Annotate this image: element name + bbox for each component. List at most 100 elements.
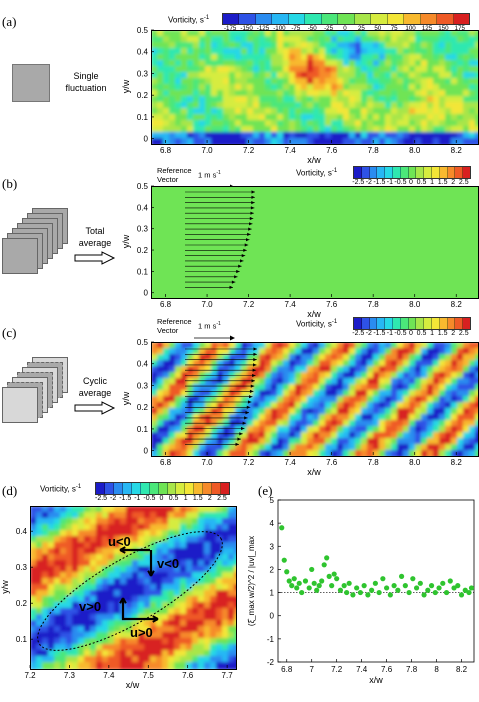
vector-head [253, 358, 257, 362]
colorbar-tick-label: 1 [430, 179, 435, 186]
y-tick-label: 0.3 [16, 563, 28, 572]
reference-vector-c: Reference Vector [157, 317, 192, 335]
vorticity-contour [152, 31, 478, 144]
data-point [309, 566, 315, 573]
colorbar-tick-label: 1.5 [437, 330, 448, 337]
colorbar-b [353, 166, 471, 179]
colorbar-tick-label: 1.5 [192, 495, 203, 502]
arrow-right-icon [74, 401, 116, 420]
cbar-title: Vorticity, s [296, 319, 332, 329]
colorbar-a-ticks: -175 -150 -125 -100 -75 -50 -25 0 25 50 75 100 125 15… [222, 25, 468, 34]
colorbar-swatch [185, 483, 195, 494]
colorbar-tick-label: 0 [159, 495, 164, 502]
data-point [376, 589, 382, 596]
vector-head [251, 201, 255, 205]
data-point [321, 562, 327, 568]
colorbar-swatch [221, 483, 230, 494]
colorbar-swatch [424, 167, 432, 178]
x-tick-label: 7.8 [368, 458, 380, 467]
data-point [458, 592, 465, 598]
colorbar-tick-label: -0.5 [143, 495, 156, 502]
y-tick-label: 2 [270, 565, 275, 574]
vector-head [231, 280, 236, 284]
x-tick-label: 7.2 [331, 665, 343, 674]
cbar-sup: -1 [203, 15, 210, 21]
colorbar-tick-label: 175 [454, 25, 465, 32]
x-tick-label: 7.0 [202, 300, 214, 309]
panel-c-side-text: Cyclic average [72, 375, 118, 399]
colorbar-c-ticks: -2.5 -2 -1.5 -1 -0.5 0 0.5 1 1.5 2 2.5 [352, 330, 469, 339]
data-point [334, 576, 340, 582]
vorticity-contour [152, 343, 478, 456]
colorbar-tick-label: -2.5 [352, 330, 365, 337]
panel-a-side-text: Single fluctuation [58, 70, 114, 94]
x-tick-label: 7.4 [103, 671, 115, 680]
stacked-frame [2, 238, 38, 274]
v-positive-arrow-head [119, 597, 127, 604]
colorbar-swatch [404, 14, 421, 24]
colorbar-a-title: Vorticity, s-1 [168, 15, 209, 25]
vector-head [246, 405, 251, 409]
x-axis-label: x/w [369, 675, 383, 685]
stacked-frame [2, 387, 38, 423]
vector-head [243, 248, 247, 252]
vector-head [247, 232, 251, 236]
data-point [391, 583, 397, 589]
x-tick-label: 7.0 [202, 458, 214, 467]
colorbar-tick-label: 0 [409, 179, 413, 186]
colorbar-tick-label: 50 [374, 25, 382, 32]
colorbar-tick-label: 25 [357, 25, 365, 32]
colorbar-tick-label: -1 [386, 179, 394, 186]
x-tick-label: 7 [309, 665, 314, 674]
side-text-line: average [78, 388, 112, 398]
data-point [350, 592, 356, 598]
colorbar-swatch [400, 167, 409, 178]
vector-head [253, 347, 257, 351]
data-point [455, 583, 461, 589]
y-tick-label: 3 [270, 542, 275, 551]
data-point [279, 525, 285, 531]
colorbar-swatch [361, 167, 370, 178]
data-point [326, 573, 332, 579]
x-tick-label: 7.8 [368, 300, 380, 309]
colorbar-tick-label: -50 [307, 25, 317, 32]
vector-head [241, 254, 246, 258]
ref-title: Vector [157, 326, 179, 335]
colorbar-tick-label: -0.5 [394, 179, 407, 186]
colorbar-tick-label: -1.5 [373, 330, 386, 337]
v-negative-arrow-head [147, 570, 155, 577]
y-tick-label: 0.2 [137, 91, 149, 100]
side-text-line: average [78, 238, 112, 248]
colorbar-a [222, 13, 470, 25]
colorbar-tick-label: -2 [365, 179, 372, 186]
cbar-title: Vorticity, s [40, 484, 76, 494]
colorbar-swatch [354, 318, 362, 329]
colorbar-tick-label: 100 [405, 25, 416, 32]
colorbar-d-title: Vorticity, s-1 [40, 484, 81, 494]
data-point [468, 585, 475, 591]
data-point [369, 587, 375, 593]
y-axis-label: y/w [121, 391, 131, 405]
side-text-line: Single [73, 71, 99, 81]
vector-head [242, 421, 247, 425]
data-point [294, 585, 300, 591]
colorbar-tick-label: -175 [223, 25, 237, 32]
colorbar-swatch [385, 318, 393, 329]
colorbar-tick-label: -1 [386, 330, 394, 337]
y-axis-label: (ξ̂_max w/2)^2 / |uv|_max [247, 536, 256, 626]
data-point [337, 587, 344, 593]
vorticity-field-b [151, 186, 479, 299]
data-point [324, 555, 330, 561]
colorbar-tick-label: 75 [390, 25, 398, 32]
x-tick-label: 8 [434, 665, 439, 674]
y-tick-label: -2 [267, 658, 275, 667]
y-tick-label: 0.3 [137, 381, 149, 390]
data-point [281, 557, 287, 563]
colorbar-tick-label: 0.5 [416, 330, 427, 337]
colorbar-tick-label: 2 [451, 179, 456, 186]
data-point [316, 583, 322, 589]
y-tick-label: 0.2 [137, 246, 149, 255]
x-tick-label: 6.8 [160, 146, 172, 155]
